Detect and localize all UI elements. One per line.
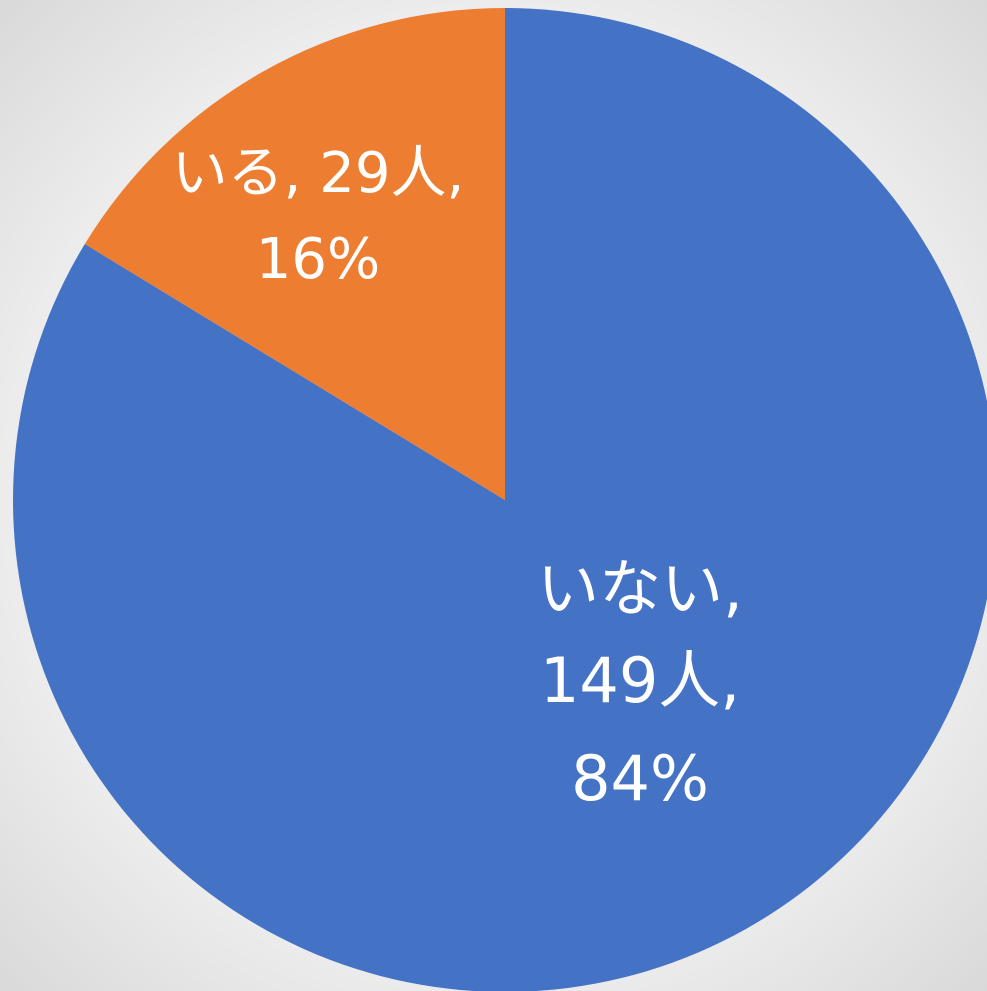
data-label: 16%	[256, 227, 380, 292]
pie-slice	[13, 8, 987, 991]
label-separator: ,	[284, 141, 302, 206]
data-label: いる, 29人,	[172, 141, 465, 206]
label-separator: ,	[720, 644, 740, 717]
data-label: いない,	[537, 552, 743, 625]
data-label: 84%	[571, 742, 709, 815]
label-separator: ,	[447, 141, 465, 206]
label-part: 149人	[540, 644, 720, 717]
label-part: 84%	[571, 742, 709, 815]
data-label: 149人,	[540, 644, 740, 717]
label-part: いない	[537, 552, 723, 625]
pie-slice	[84, 8, 505, 500]
label-separator: ,	[723, 552, 743, 625]
label-part: 16%	[256, 227, 380, 292]
label-part: いる	[172, 141, 284, 206]
label-part: 29人	[319, 141, 446, 206]
